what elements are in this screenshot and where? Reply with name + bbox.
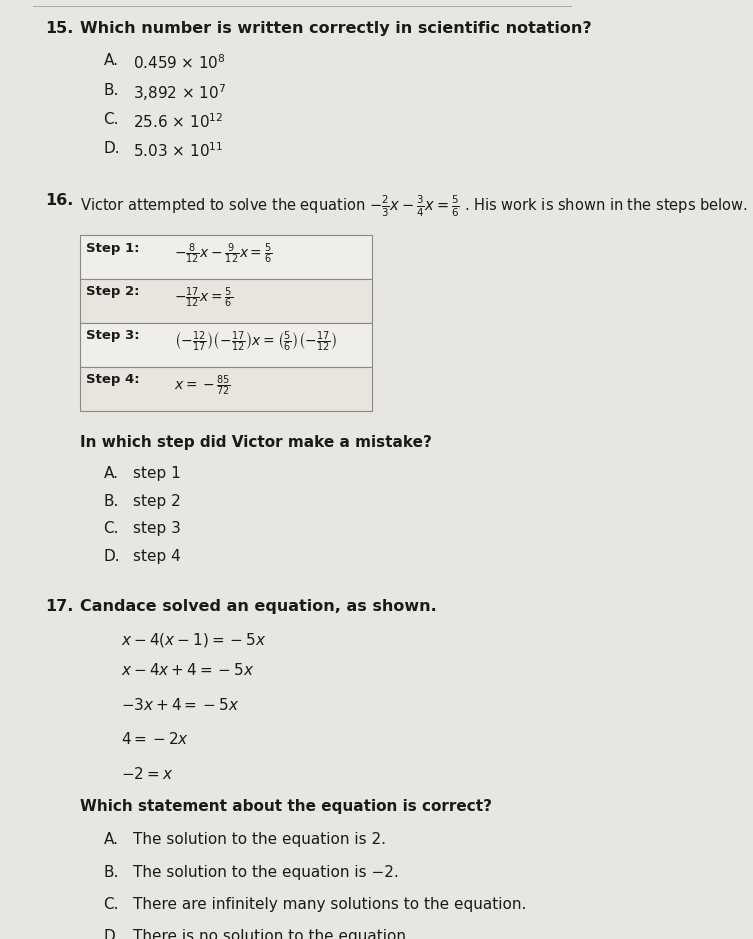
Text: step 4: step 4: [133, 549, 181, 564]
Text: $-3x + 4 = -5x$: $-3x + 4 = -5x$: [121, 697, 239, 713]
Text: A.: A.: [103, 466, 118, 481]
Text: C.: C.: [103, 112, 119, 127]
Text: Step 3:: Step 3:: [86, 330, 139, 343]
Text: D.: D.: [103, 549, 120, 564]
Text: $-\frac{17}{12}x = \frac{5}{6}$: $-\frac{17}{12}x = \frac{5}{6}$: [174, 285, 233, 310]
Text: 16.: 16.: [45, 193, 74, 208]
Text: $\left(-\frac{12}{17}\right)\left(-\frac{17}{12}\right)x = \left(\frac{5}{6}\rig: $\left(-\frac{12}{17}\right)\left(-\frac…: [174, 330, 337, 354]
Text: The solution to the equation is −2.: The solution to the equation is −2.: [133, 865, 398, 880]
Text: C.: C.: [103, 521, 119, 536]
Text: $x - 4x + 4 = -5x$: $x - 4x + 4 = -5x$: [121, 662, 255, 678]
Text: D.: D.: [103, 930, 120, 939]
Text: 5.03 × 10$^{11}$: 5.03 × 10$^{11}$: [133, 141, 223, 160]
FancyBboxPatch shape: [80, 235, 373, 279]
Text: C.: C.: [103, 897, 119, 912]
Text: $-2 = x$: $-2 = x$: [121, 766, 173, 782]
Text: 15.: 15.: [45, 21, 74, 36]
Text: A.: A.: [103, 54, 118, 69]
Text: D.: D.: [103, 141, 120, 156]
Text: B.: B.: [103, 83, 119, 98]
Text: B.: B.: [103, 494, 119, 509]
Text: Step 2:: Step 2:: [86, 285, 139, 299]
Text: step 3: step 3: [133, 521, 181, 536]
Text: Which number is written correctly in scientific notation?: Which number is written correctly in sci…: [80, 21, 592, 36]
Text: $-\frac{8}{12}x - \frac{9}{12}x = \frac{5}{6}$: $-\frac{8}{12}x - \frac{9}{12}x = \frac{…: [174, 241, 272, 266]
FancyBboxPatch shape: [80, 279, 373, 323]
Text: 25.6 × 10$^{12}$: 25.6 × 10$^{12}$: [133, 112, 223, 131]
Text: 3,892 × 10$^{7}$: 3,892 × 10$^{7}$: [133, 83, 226, 103]
Text: In which step did Victor make a mistake?: In which step did Victor make a mistake?: [80, 435, 432, 450]
Text: There is no solution to the equation.: There is no solution to the equation.: [133, 930, 410, 939]
FancyBboxPatch shape: [80, 323, 373, 366]
Text: Candace solved an equation, as shown.: Candace solved an equation, as shown.: [80, 599, 437, 614]
FancyBboxPatch shape: [80, 366, 373, 410]
Text: Victor attempted to solve the equation $-\frac{2}{3}x - \frac{3}{4}x = \frac{5}{: Victor attempted to solve the equation $…: [80, 193, 748, 219]
Text: Which statement about the equation is correct?: Which statement about the equation is co…: [80, 799, 492, 814]
Text: $x - 4(x-1) = -5x$: $x - 4(x-1) = -5x$: [121, 631, 267, 650]
Text: A.: A.: [103, 832, 118, 847]
Text: step 2: step 2: [133, 494, 181, 509]
Text: Step 1:: Step 1:: [86, 241, 139, 254]
Text: There are infinitely many solutions to the equation.: There are infinitely many solutions to t…: [133, 897, 526, 912]
Text: $x = -\frac{85}{72}$: $x = -\frac{85}{72}$: [174, 373, 230, 397]
Text: 0.459 × 10$^{8}$: 0.459 × 10$^{8}$: [133, 54, 226, 72]
Text: step 1: step 1: [133, 466, 181, 481]
Text: 17.: 17.: [45, 599, 74, 614]
Text: Step 4:: Step 4:: [86, 373, 139, 386]
Text: B.: B.: [103, 865, 119, 880]
Text: $4 = -2x$: $4 = -2x$: [121, 731, 189, 747]
Text: The solution to the equation is 2.: The solution to the equation is 2.: [133, 832, 386, 847]
